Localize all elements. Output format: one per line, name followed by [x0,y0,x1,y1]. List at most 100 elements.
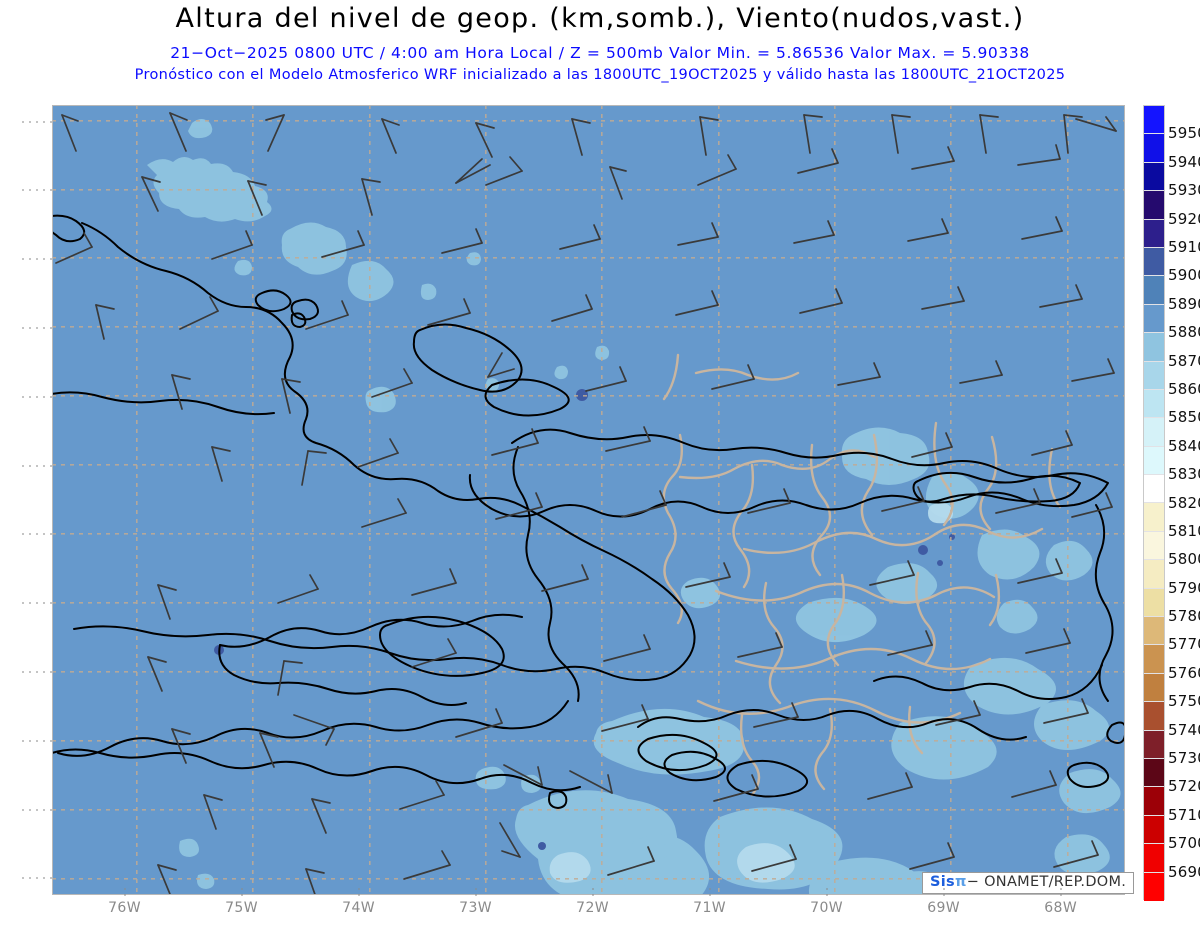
logo-sis-text: Sis [930,874,955,890]
chart-header: Altura del nivel de geop. (km,somb.), Vi… [0,0,1200,100]
x-tick-marks [826,888,828,897]
colorbar-tick-label: 5690 [1168,862,1200,881]
colorbar-cell[interactable] [1144,304,1164,334]
x-tick-label: 76W [108,900,141,916]
colorbar-tick-label: 5750 [1168,692,1200,711]
x-tick-marks [124,888,126,897]
x-tick-marks [1060,888,1062,897]
colorbar-cell[interactable] [1144,673,1164,703]
colorbar-tick-label: 5830 [1168,465,1200,484]
x-tick-marks [709,888,711,897]
colorbar-tick-label: 5780 [1168,607,1200,626]
colorbar-cell[interactable] [1144,389,1164,419]
y-tick-marks [22,740,52,742]
colorbar-cell[interactable] [1144,276,1164,305]
shade-band-5860 [549,502,953,883]
map-graphic [52,105,1125,895]
x-tick-label: 70W [810,900,844,916]
colorbar-cell[interactable] [1144,787,1164,816]
colorbar-cell[interactable] [1144,702,1164,731]
colorbar-cell[interactable] [1144,588,1164,618]
colorbar-tick-label: 5790 [1168,578,1200,597]
colorbar-labels: 5950 5940 5930 5920 5910 5900 5890 5880 5870 5860… [1168,105,1200,900]
colorbar-tick-label: 5840 [1168,436,1200,455]
subtitle-valid-time: 21−Oct−2025 0800 UTC / 4:00 am Hora Loca… [170,44,1030,62]
colorbar-tick-label: 5930 [1168,181,1200,200]
colorbar-tick-label: 5860 [1168,379,1200,398]
x-tick-marks [241,888,243,897]
colorbar-tick-label: 5850 [1168,408,1200,427]
y-tick-marks [22,602,52,604]
colorbar-tick-label: 5880 [1168,323,1200,342]
y-tick-marks [22,396,52,398]
colorbar-tick-label: 5910 [1168,237,1200,256]
graticule [52,105,1125,895]
colorbar-cell[interactable] [1144,872,1164,901]
y-tick-marks [22,189,52,191]
colorbar-tick-label: 5810 [1168,521,1200,540]
map-canvas[interactable] [52,105,1125,895]
y-tick-marks [22,671,52,673]
x-tick-label: 71W [693,900,727,916]
page-title: Altura del nivel de geop. (km,somb.), Vi… [175,3,1025,34]
wind-barbs [55,112,1117,895]
colorbar-cell[interactable] [1144,815,1164,845]
colorbar-cell[interactable] [1144,645,1164,674]
colorbar-cell[interactable] [1144,844,1164,873]
colorbar-cell[interactable] [1144,503,1164,532]
y-tick-marks [22,465,52,467]
colorbar-tick-label: 5800 [1168,550,1200,569]
onamet-logo: Sisπ− ONAMET/REP.DOM. [922,872,1135,895]
colorbar-tick-label: 5920 [1168,209,1200,228]
x-tick-label: 72W [576,900,610,916]
y-tick-marks [22,533,52,535]
colorbar-cell[interactable] [1144,219,1164,248]
x-tick-marks [943,888,945,897]
colorbar-cell[interactable] [1144,134,1164,163]
colorbar-cell[interactable] [1144,418,1164,447]
colorbar-tick-label: 5820 [1168,493,1200,512]
colorbar-tick-label: 5770 [1168,635,1200,654]
logo-pi-symbol: π [954,874,967,890]
colorbar-cell[interactable] [1144,333,1164,362]
y-tick-marks [22,121,52,123]
colorbar-tick-label: 5890 [1168,294,1200,313]
y-tick-marks [22,258,52,260]
subtitle-model-info: Pronóstico con el Modelo Atmosferico WRF… [134,67,1066,83]
colorbar-tick-label: 5700 [1168,834,1200,853]
colorbar-tick-label: 5940 [1168,152,1200,171]
colorbar-cell[interactable] [1144,446,1164,476]
colorbar-cell[interactable] [1144,361,1164,390]
y-tick-marks [22,877,52,879]
x-tick-marks [592,888,594,897]
colorbar-cell[interactable] [1144,730,1164,759]
y-tick-marks [22,809,52,811]
colorbar-tick-label: 5730 [1168,749,1200,768]
x-tick-label: 68W [1044,900,1078,916]
colorbar[interactable] [1143,105,1165,901]
colorbar-tick-label: 5720 [1168,777,1200,796]
colorbar-tick-label: 5900 [1168,266,1200,285]
colorbar-cell[interactable] [1144,106,1164,135]
colorbar-cell[interactable] [1144,531,1164,561]
colorbar-tick-label: 5950 [1168,124,1200,143]
x-tick-marks [475,888,477,897]
y-tick-marks [22,327,52,329]
x-tick-label: 74W [342,900,375,916]
map-plot[interactable]: Sisπ− ONAMET/REP.DOM. [52,105,1135,895]
colorbar-cell[interactable] [1144,247,1164,277]
colorbar-tick-label: 5740 [1168,720,1200,739]
x-tick-label: 75W [225,900,258,916]
colorbar-cell[interactable] [1144,560,1164,589]
colorbar-cell[interactable] [1144,475,1164,504]
colorbar-cell[interactable] [1144,191,1164,220]
colorbar-tick-label: 5710 [1168,805,1200,824]
colorbar-tick-label: 5760 [1168,663,1200,682]
colorbar-cell[interactable] [1144,758,1164,788]
colorbar-cell[interactable] [1144,162,1164,192]
colorbar-cell[interactable] [1144,617,1164,646]
x-tick-marks [358,888,360,897]
colorbar-tick-label: 5870 [1168,351,1200,370]
x-tick-label: 69W [927,900,961,916]
logo-agency-text: − ONAMET/REP.DOM. [966,874,1127,890]
